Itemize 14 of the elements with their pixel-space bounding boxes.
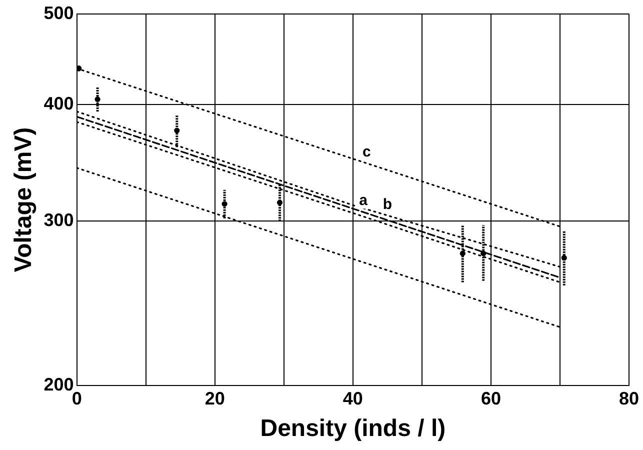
annotation: c (362, 143, 371, 160)
x-tick-label: 80 (618, 388, 640, 408)
y-axis-title: Voltage (mV) (10, 127, 38, 272)
x-tick-label: 40 (342, 388, 363, 408)
y-tick-label: 300 (44, 210, 74, 230)
y-tick-label: 400 (44, 93, 74, 114)
x-tick-label: 60 (480, 388, 501, 408)
y-tick-label: 500 (44, 2, 74, 23)
x-tick-label: 0 (72, 388, 82, 408)
x-tick-label: 20 (204, 388, 225, 408)
annotation: a (359, 192, 368, 209)
x-axis-title: Density (inds / l) (260, 415, 446, 442)
y-tick-label: 200 (44, 374, 74, 395)
annotation: b (382, 196, 392, 213)
